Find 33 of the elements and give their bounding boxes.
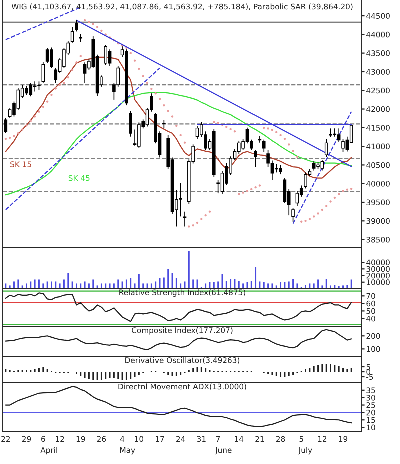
candlestick	[46, 48, 50, 64]
candlestick	[29, 82, 33, 98]
candlestick	[283, 178, 287, 204]
line-series	[5, 329, 352, 351]
candlestick	[75, 20, 78, 32]
candlestick	[196, 126, 200, 140]
candlestick	[83, 62, 87, 84]
candlestick	[304, 172, 308, 190]
candlestick	[279, 164, 282, 175]
candlestick	[104, 44, 108, 66]
candlestick	[337, 128, 341, 143]
candlestick	[254, 150, 258, 168]
candlestick	[292, 208, 295, 222]
candlestick	[4, 118, 8, 134]
candlestick	[108, 49, 112, 67]
candlestick	[324, 138, 328, 158]
candlestick	[79, 34, 83, 43]
candlestick	[320, 160, 324, 172]
candlestick	[183, 211, 187, 228]
candlestick	[138, 122, 141, 149]
candlestick	[70, 26, 74, 44]
candlestick	[179, 183, 182, 218]
candlestick	[262, 139, 266, 153]
candlestick	[129, 110, 132, 138]
candlestick	[342, 138, 345, 153]
candlestick	[274, 164, 278, 174]
candlestick	[50, 47, 54, 69]
candlestick	[312, 161, 316, 172]
candlestick	[258, 136, 262, 144]
line-series	[5, 92, 352, 196]
candlestick	[42, 62, 46, 84]
candlestick	[333, 128, 337, 138]
candlestick	[296, 190, 300, 207]
